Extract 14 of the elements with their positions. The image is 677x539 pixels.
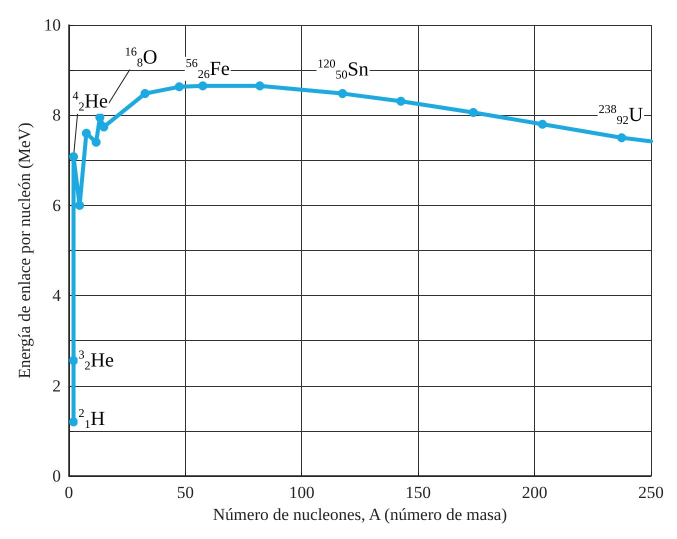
x-tick-label: 100 — [288, 483, 314, 502]
x-tick-label: 50 — [176, 483, 194, 502]
x-tick-label: 150 — [405, 483, 431, 502]
y-tick-label: 4 — [52, 286, 62, 306]
y-tick-label: 8 — [52, 106, 61, 125]
x-tick-label: 250 — [638, 483, 664, 502]
x-tick-label: 200 — [522, 483, 548, 502]
x-tick-label: 0 — [64, 483, 74, 502]
y-tick-label: 6 — [52, 196, 61, 215]
y-tick-label: 0 — [52, 466, 61, 486]
x-axis-title: Número de nucleones, A (número de masa) — [212, 505, 508, 524]
y-tick-label: 10 — [44, 16, 61, 34]
y-axis-title: Energía de enlace por nucleón (MeV) — [15, 122, 34, 378]
y-tick-label: 2 — [52, 376, 61, 396]
